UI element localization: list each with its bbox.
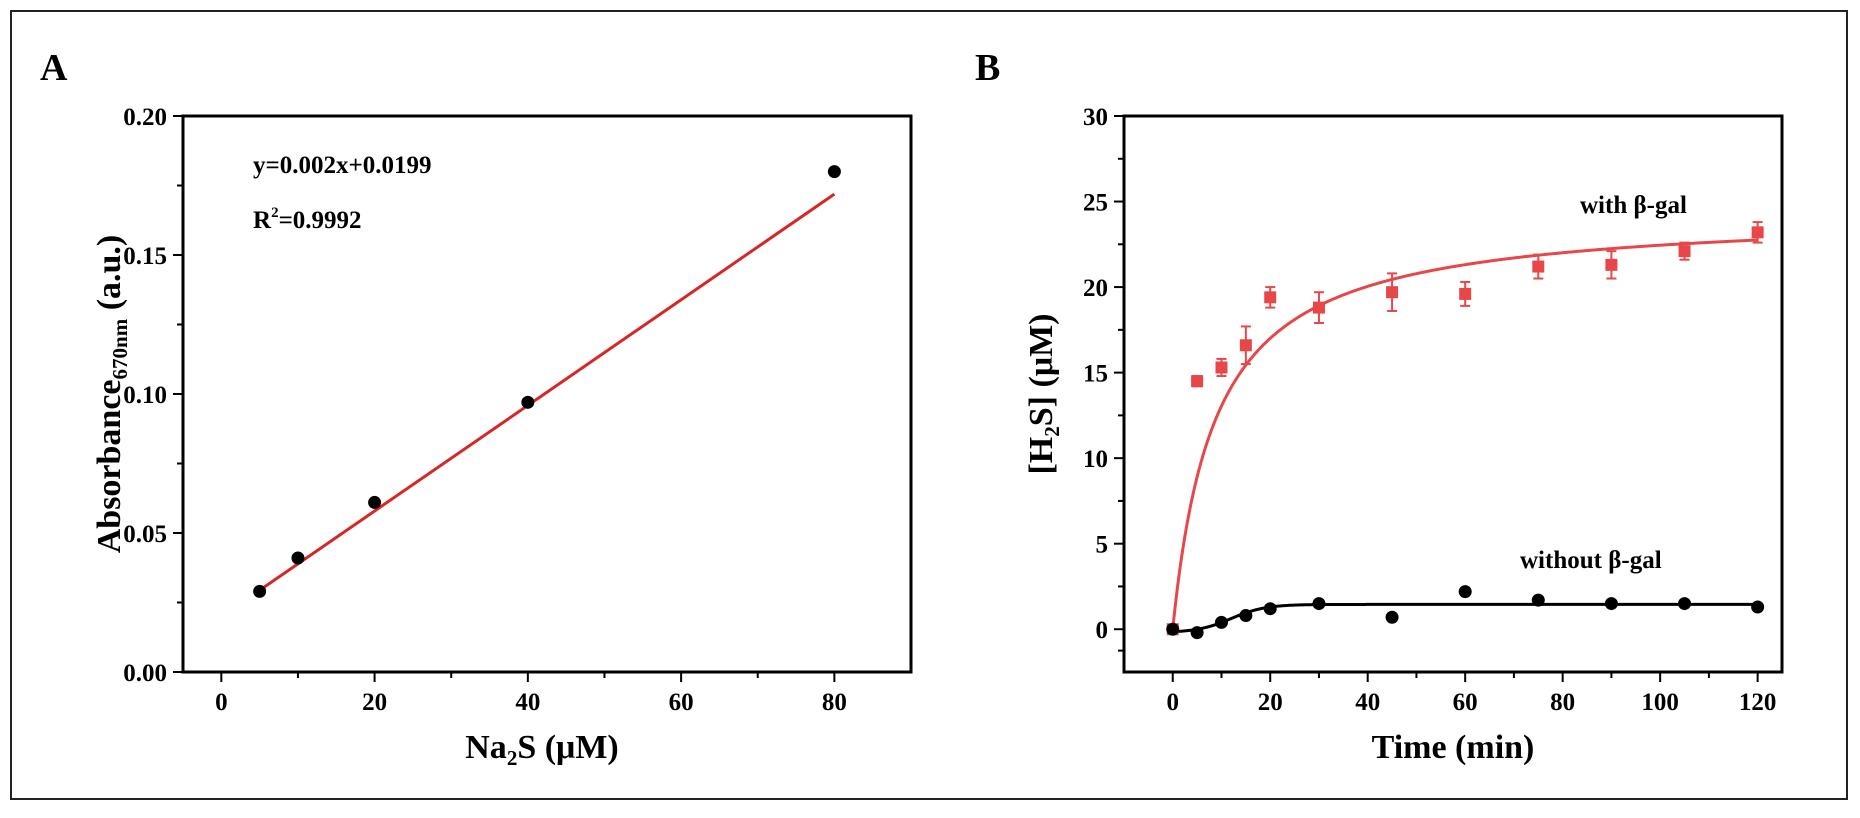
x-tick-label: 40 — [515, 689, 540, 716]
panel-a-letter: A — [40, 47, 68, 89]
panel-a-points — [253, 165, 841, 598]
x-tick-label: 20 — [1258, 689, 1283, 716]
x-tick-label: 80 — [1550, 689, 1575, 716]
x-title-subscript: 2 — [507, 746, 518, 770]
data-point-circle — [1239, 609, 1253, 623]
panel-b-x-axis-title: Time (min) — [1372, 729, 1535, 766]
data-point-circle — [1751, 600, 1765, 614]
panel-b: B 0 20 40 60 80 100 120 0 5 10 15 20 25 30 with β-gal… — [975, 47, 1784, 766]
y-tick-label: 0.05 — [123, 521, 167, 548]
data-point-circle — [1312, 597, 1326, 611]
panel-b-axes-frame — [1122, 114, 1784, 674]
panel-b-ticks: 0 20 40 60 80 100 120 0 5 10 15 20 25 30 — [1083, 104, 1776, 716]
x-tick-label: 100 — [1641, 689, 1679, 716]
panel-a-x-axis-title: Na2S (μM) — [465, 729, 618, 770]
data-point-square — [1459, 287, 1472, 300]
data-point-square — [1605, 258, 1618, 271]
y-tick-label: 30 — [1083, 104, 1108, 131]
data-point-square — [1312, 301, 1325, 314]
panel-b-y-axis-title: [H2S] (μM) — [1023, 313, 1064, 474]
y-title-pre: [H — [1023, 437, 1060, 475]
y-tick-label: 0.15 — [123, 243, 167, 270]
r2-prefix: R — [253, 207, 272, 234]
y-title-subscript: 2 — [1040, 426, 1064, 437]
series-label-without-beta-gal: without β-gal — [1520, 547, 1662, 574]
x-title-main: Na — [465, 729, 507, 766]
panel-b-points — [1166, 221, 1765, 640]
fit-curve — [1171, 238, 1758, 630]
panel-a: A 0 20 40 60 80 0.00 0.05 0.10 0.15 0.20 y=0.002x… — [40, 47, 913, 770]
y-tick-label: 15 — [1083, 361, 1108, 388]
y-tick-label: 25 — [1083, 190, 1108, 217]
y-tick-label: 0.20 — [123, 104, 167, 131]
panel-a-y-axis-title: Absorbance670nm (a.u.) — [91, 235, 132, 554]
data-point-square — [1532, 260, 1545, 273]
linear-fit-line — [258, 192, 836, 592]
x-tick-label: 60 — [669, 689, 694, 716]
figure-border — [10, 10, 1848, 800]
y-tick-label: 5 — [1096, 532, 1109, 559]
y-title-rest: S] (μM) — [1023, 313, 1060, 426]
data-point-circle — [1458, 585, 1472, 599]
x-title-rest: S (μM) — [517, 729, 618, 766]
x-tick-label: 0 — [1166, 689, 1179, 716]
data-point-circle — [1531, 593, 1545, 607]
panel-a-ticks: 0 20 40 60 80 0.00 0.05 0.10 0.15 0.20 — [123, 104, 847, 716]
data-point-circle — [1678, 597, 1692, 611]
data-point-square — [1386, 286, 1399, 299]
x-tick-label: 40 — [1355, 689, 1380, 716]
data-point-circle — [1385, 610, 1399, 624]
data-point — [291, 551, 305, 565]
data-point-square — [1191, 375, 1204, 388]
data-point-circle — [1190, 626, 1204, 640]
data-point-circle — [1166, 622, 1180, 636]
data-point-square — [1239, 339, 1252, 352]
data-point-square — [1215, 361, 1228, 374]
data-point — [253, 584, 267, 598]
data-point — [368, 495, 382, 509]
panel-a-fit — [258, 192, 836, 592]
data-point-square — [1751, 226, 1764, 239]
x-tick-label: 80 — [822, 689, 847, 716]
y-tick-label: 20 — [1083, 275, 1108, 302]
data-point-circle — [1604, 597, 1618, 611]
x-tick-label: 0 — [215, 689, 228, 716]
data-point — [827, 165, 841, 179]
y-title-subscript: 670nm — [108, 318, 132, 379]
data-point — [521, 395, 535, 409]
y-tick-label: 10 — [1083, 446, 1108, 473]
panel-b-letter: B — [975, 47, 1000, 89]
series-label-with-beta-gal: with β-gal — [1580, 192, 1687, 219]
data-point-square — [1264, 291, 1277, 304]
r2-superscript: 2 — [271, 205, 279, 221]
y-title-main: Absorbance — [91, 379, 128, 553]
y-tick-label: 0 — [1096, 617, 1109, 644]
y-tick-label: 0.10 — [123, 382, 167, 409]
data-point-circle — [1263, 602, 1277, 616]
panel-a-equation: y=0.002x+0.0199 — [253, 152, 432, 179]
x-tick-label: 60 — [1453, 689, 1478, 716]
panel-a-r-squared: R2=0.9992 — [253, 205, 362, 234]
x-tick-label: 20 — [362, 689, 387, 716]
y-tick-label: 0.00 — [123, 660, 167, 687]
y-title-rest: (a.u.) — [91, 235, 128, 319]
data-point-circle — [1214, 615, 1228, 629]
x-tick-label: 120 — [1739, 689, 1777, 716]
data-point-square — [1678, 245, 1691, 258]
r2-value: =0.9992 — [279, 207, 362, 234]
